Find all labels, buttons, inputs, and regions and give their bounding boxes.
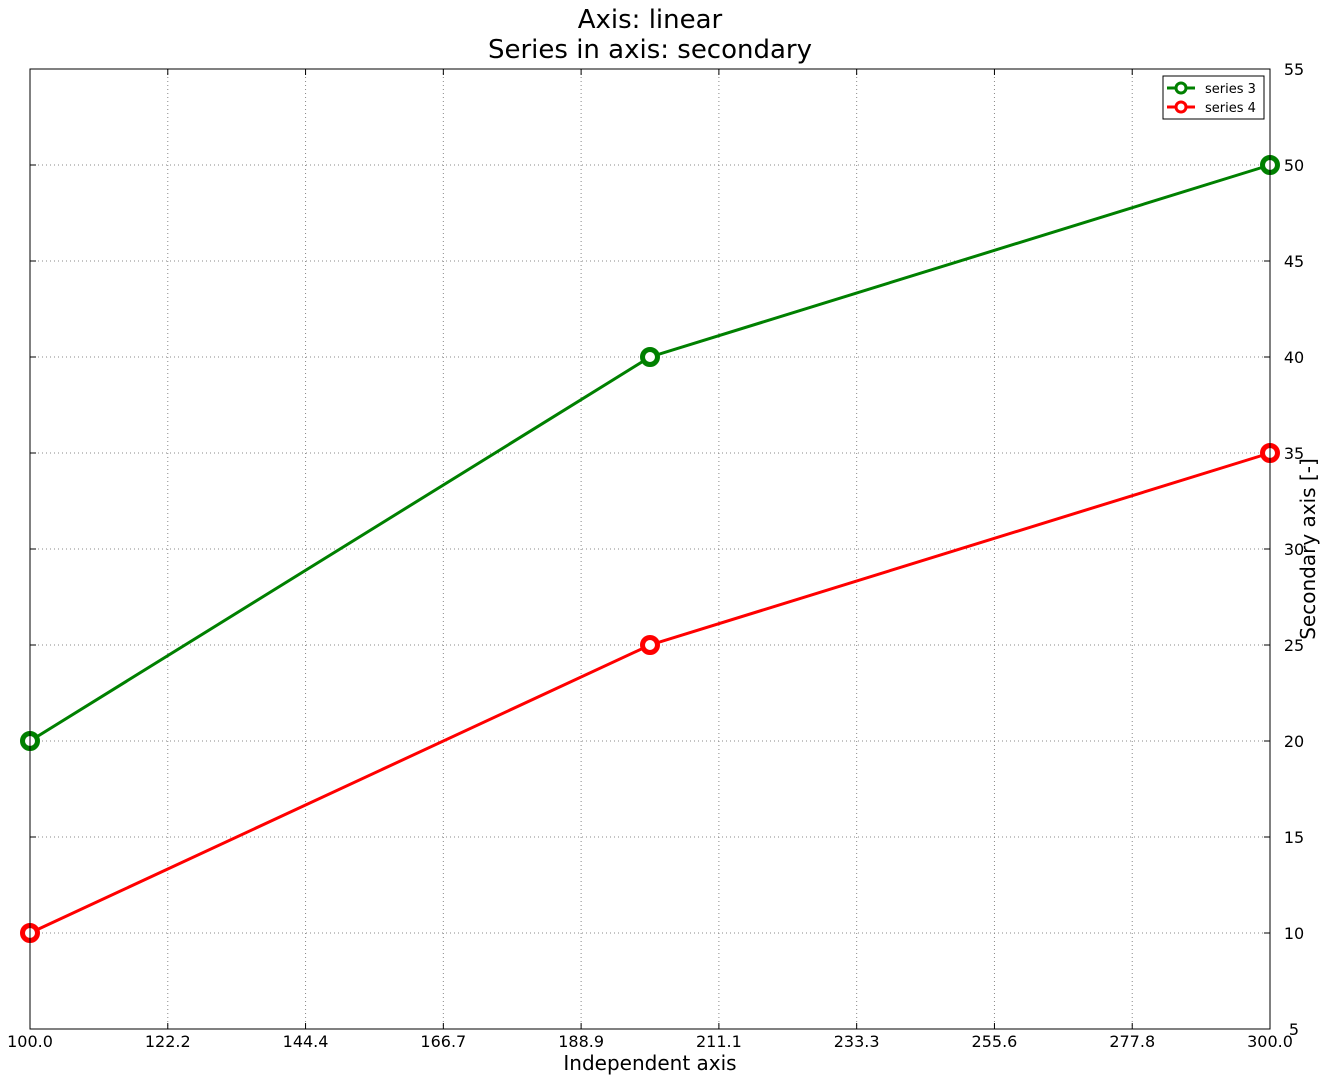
legend: series 3 series 4 (1162, 75, 1265, 120)
y-tick-label: 30 (1284, 540, 1304, 559)
legend-label: series 3 (1205, 82, 1256, 97)
legend-label: series 4 (1205, 101, 1256, 116)
x-tick-label: 300.0 (1247, 1032, 1293, 1051)
y-tick-label: 10 (1284, 924, 1304, 943)
x-tick-label: 144.4 (283, 1032, 329, 1051)
y-axis-label: Secondary axis [-] (1296, 458, 1320, 640)
y-axis-ticks: 5 10 15 20 25 30 35 40 45 50 55 (30, 60, 1304, 1039)
y-tick-label: 15 (1284, 828, 1304, 847)
y-tick-label: 45 (1284, 252, 1304, 271)
y-tick-label: 55 (1284, 60, 1304, 79)
series-2 (20, 443, 1280, 943)
series-point (640, 635, 660, 655)
chart-title-line1: Axis: linear (578, 5, 723, 35)
x-tick-label: 188.9 (558, 1032, 604, 1051)
y-tick-label: 5 (1289, 1020, 1299, 1039)
x-tick-label: 233.3 (834, 1032, 880, 1051)
x-tick-label: 122.2 (145, 1032, 191, 1051)
x-axis-ticks: 100.0 122.2 144.4 166.7 188.9 211.1 233.3 255.6… (7, 69, 1293, 1051)
y-tick-label: 25 (1284, 636, 1304, 655)
grid-lines (30, 69, 1270, 1029)
y-tick-label: 35 (1284, 444, 1304, 463)
series-line (29, 451, 1271, 935)
legend-marker (1174, 81, 1188, 95)
y-tick-label: 20 (1284, 732, 1304, 751)
x-axis-label: Independent axis (563, 1051, 736, 1075)
legend-marker (1174, 100, 1188, 114)
x-tick-label: 100.0 (7, 1032, 53, 1051)
plot-frame (29, 68, 1271, 1030)
x-tick-label: 166.7 (420, 1032, 466, 1051)
chart-title-line2: Series in axis: secondary (488, 35, 812, 65)
x-tick-label: 277.8 (1109, 1032, 1155, 1051)
x-tick-label: 255.6 (972, 1032, 1018, 1051)
x-tick-label: 211.1 (696, 1032, 742, 1051)
y-tick-label: 50 (1284, 156, 1304, 175)
y-tick-label: 40 (1284, 348, 1304, 367)
series-point (640, 347, 660, 367)
